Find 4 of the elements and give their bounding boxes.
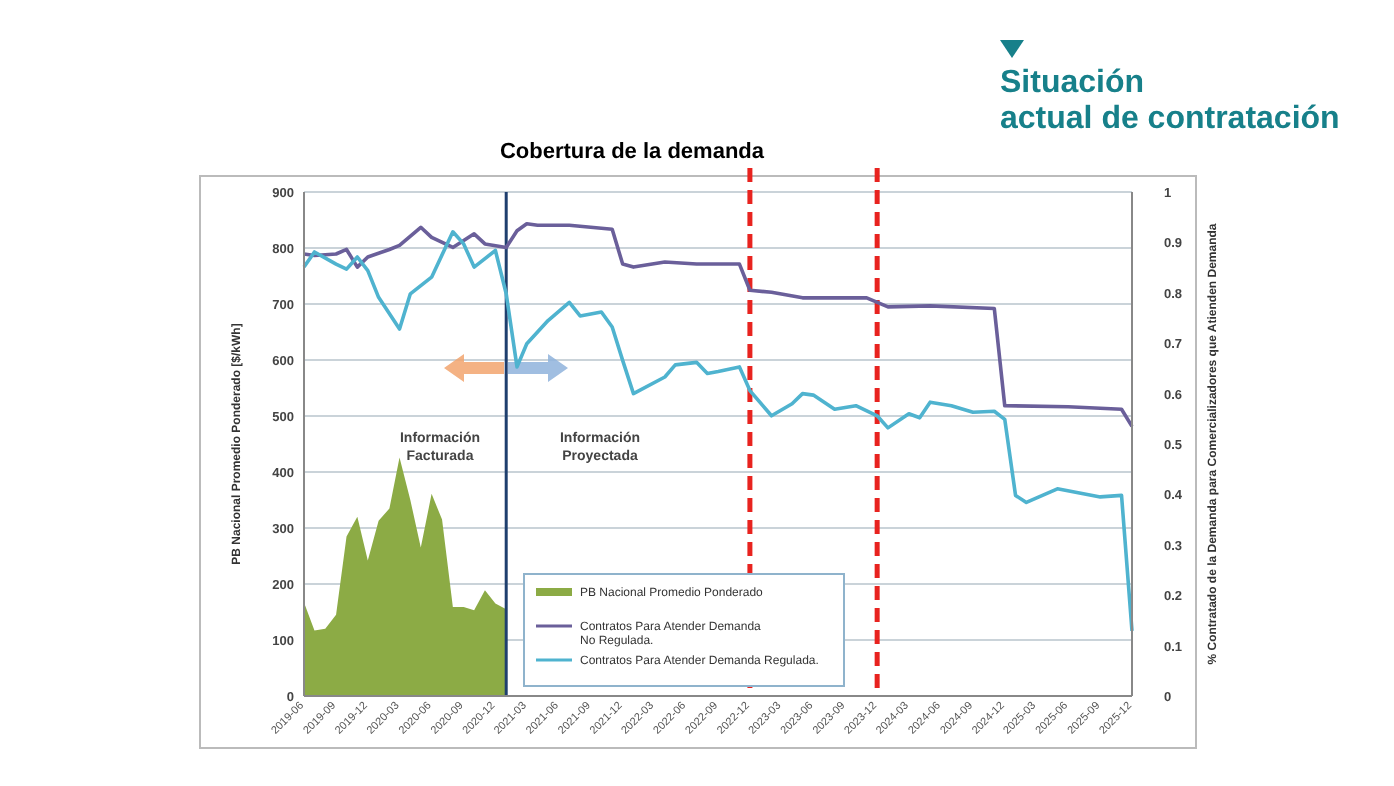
chart-title: Cobertura de la demanda	[499, 140, 766, 164]
line-series	[302, 221, 1134, 429]
line-series	[302, 230, 1134, 633]
chart-subtitle: Situación actual de contratación	[1000, 66, 1340, 136]
